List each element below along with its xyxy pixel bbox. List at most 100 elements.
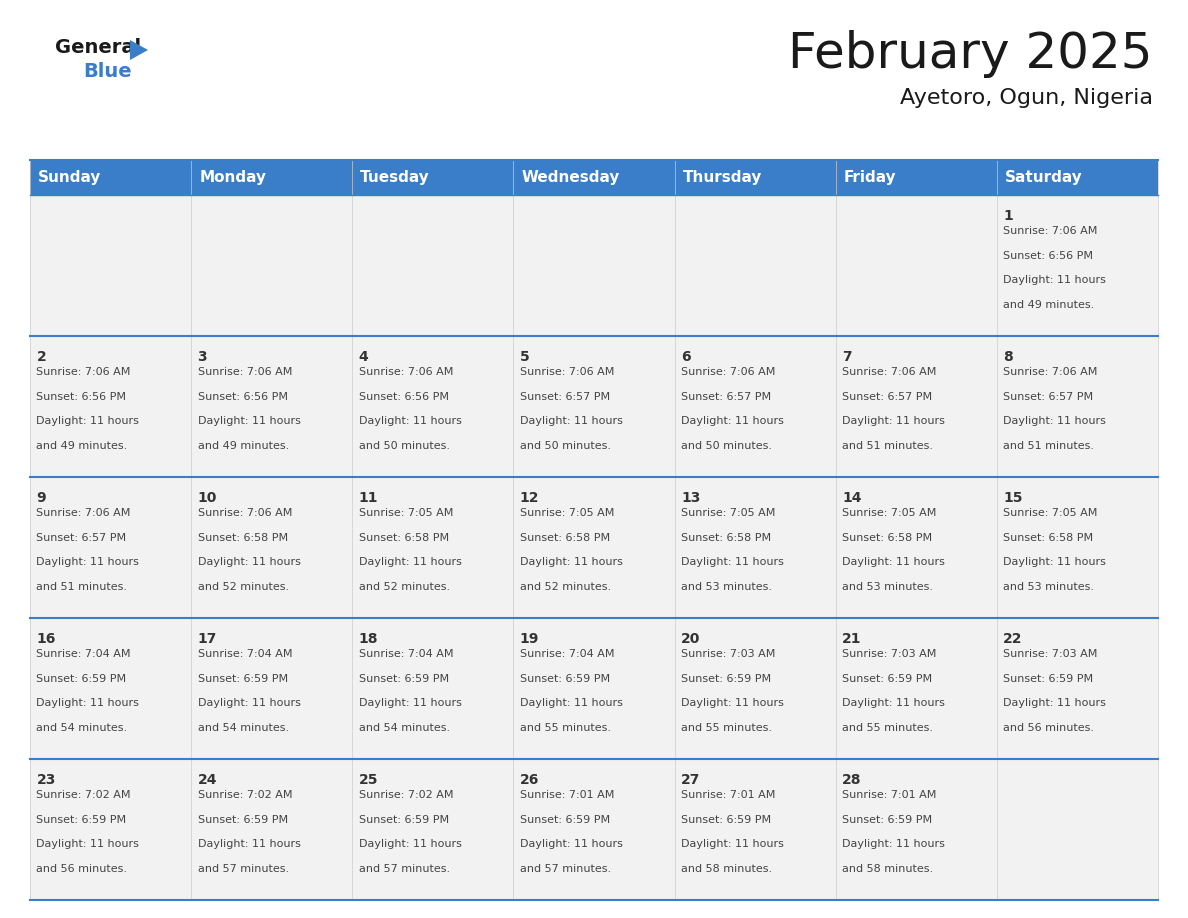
Text: 10: 10 bbox=[197, 491, 217, 505]
Bar bbox=[997, 477, 1158, 618]
Text: and 52 minutes.: and 52 minutes. bbox=[197, 582, 289, 592]
Text: 17: 17 bbox=[197, 633, 217, 646]
Bar bbox=[30, 336, 191, 477]
Bar bbox=[191, 195, 353, 336]
Bar bbox=[675, 759, 835, 900]
Bar bbox=[675, 336, 835, 477]
Text: Sunrise: 7:04 AM: Sunrise: 7:04 AM bbox=[520, 649, 614, 659]
Text: Daylight: 11 hours: Daylight: 11 hours bbox=[359, 839, 462, 849]
Bar bbox=[353, 160, 513, 195]
Text: 5: 5 bbox=[520, 350, 530, 364]
Text: Sunrise: 7:05 AM: Sunrise: 7:05 AM bbox=[681, 508, 776, 518]
Text: Blue: Blue bbox=[83, 62, 132, 81]
Text: Sunrise: 7:06 AM: Sunrise: 7:06 AM bbox=[197, 508, 292, 518]
Text: and 54 minutes.: and 54 minutes. bbox=[359, 723, 450, 733]
Text: Sunrise: 7:06 AM: Sunrise: 7:06 AM bbox=[1004, 367, 1098, 377]
Text: and 54 minutes.: and 54 minutes. bbox=[37, 723, 127, 733]
Text: Sunrise: 7:06 AM: Sunrise: 7:06 AM bbox=[37, 508, 131, 518]
Text: Daylight: 11 hours: Daylight: 11 hours bbox=[520, 557, 623, 567]
Text: 22: 22 bbox=[1004, 633, 1023, 646]
Text: and 51 minutes.: and 51 minutes. bbox=[37, 582, 127, 592]
Text: Sunrise: 7:02 AM: Sunrise: 7:02 AM bbox=[197, 790, 292, 800]
Bar bbox=[675, 195, 835, 336]
Bar bbox=[513, 160, 675, 195]
Text: Sunset: 6:56 PM: Sunset: 6:56 PM bbox=[359, 392, 449, 402]
Bar bbox=[30, 477, 191, 618]
Text: Sunset: 6:59 PM: Sunset: 6:59 PM bbox=[520, 674, 609, 684]
Bar bbox=[191, 477, 353, 618]
Text: Sunrise: 7:01 AM: Sunrise: 7:01 AM bbox=[842, 790, 936, 800]
Text: Thursday: Thursday bbox=[683, 170, 762, 185]
Bar bbox=[835, 336, 997, 477]
Bar bbox=[191, 618, 353, 759]
Text: Sunset: 6:59 PM: Sunset: 6:59 PM bbox=[37, 674, 127, 684]
Text: Sunset: 6:58 PM: Sunset: 6:58 PM bbox=[681, 532, 771, 543]
Text: 12: 12 bbox=[520, 491, 539, 505]
Text: Daylight: 11 hours: Daylight: 11 hours bbox=[842, 557, 944, 567]
Text: Sunrise: 7:04 AM: Sunrise: 7:04 AM bbox=[37, 649, 131, 659]
Text: Sunrise: 7:04 AM: Sunrise: 7:04 AM bbox=[197, 649, 292, 659]
Text: Daylight: 11 hours: Daylight: 11 hours bbox=[681, 557, 784, 567]
Bar bbox=[353, 195, 513, 336]
Text: and 56 minutes.: and 56 minutes. bbox=[1004, 723, 1094, 733]
Bar bbox=[513, 759, 675, 900]
Text: Sunset: 6:58 PM: Sunset: 6:58 PM bbox=[520, 532, 609, 543]
Bar bbox=[513, 477, 675, 618]
Text: Sunrise: 7:05 AM: Sunrise: 7:05 AM bbox=[1004, 508, 1098, 518]
Text: Sunset: 6:58 PM: Sunset: 6:58 PM bbox=[359, 532, 449, 543]
Text: 16: 16 bbox=[37, 633, 56, 646]
Text: Sunset: 6:59 PM: Sunset: 6:59 PM bbox=[359, 814, 449, 824]
Text: and 52 minutes.: and 52 minutes. bbox=[520, 582, 611, 592]
Text: Daylight: 11 hours: Daylight: 11 hours bbox=[197, 417, 301, 426]
Text: 26: 26 bbox=[520, 773, 539, 787]
Bar bbox=[513, 618, 675, 759]
Text: Daylight: 11 hours: Daylight: 11 hours bbox=[842, 839, 944, 849]
Text: Daylight: 11 hours: Daylight: 11 hours bbox=[197, 839, 301, 849]
Text: 23: 23 bbox=[37, 773, 56, 787]
Text: Daylight: 11 hours: Daylight: 11 hours bbox=[520, 417, 623, 426]
Text: and 49 minutes.: and 49 minutes. bbox=[37, 441, 127, 451]
Text: Sunset: 6:59 PM: Sunset: 6:59 PM bbox=[842, 674, 933, 684]
Text: 8: 8 bbox=[1004, 350, 1013, 364]
Text: and 55 minutes.: and 55 minutes. bbox=[681, 723, 772, 733]
Text: and 51 minutes.: and 51 minutes. bbox=[842, 441, 933, 451]
Text: 13: 13 bbox=[681, 491, 701, 505]
Bar bbox=[191, 759, 353, 900]
Text: Sunset: 6:58 PM: Sunset: 6:58 PM bbox=[197, 532, 287, 543]
Text: and 51 minutes.: and 51 minutes. bbox=[1004, 441, 1094, 451]
Text: Daylight: 11 hours: Daylight: 11 hours bbox=[681, 699, 784, 709]
Text: Daylight: 11 hours: Daylight: 11 hours bbox=[520, 839, 623, 849]
Text: Sunset: 6:57 PM: Sunset: 6:57 PM bbox=[681, 392, 771, 402]
Text: 21: 21 bbox=[842, 633, 861, 646]
Text: General: General bbox=[55, 38, 141, 57]
Text: 27: 27 bbox=[681, 773, 701, 787]
Text: and 50 minutes.: and 50 minutes. bbox=[681, 441, 772, 451]
Text: Daylight: 11 hours: Daylight: 11 hours bbox=[359, 699, 462, 709]
Bar bbox=[997, 336, 1158, 477]
Text: Daylight: 11 hours: Daylight: 11 hours bbox=[842, 699, 944, 709]
Text: Sunrise: 7:05 AM: Sunrise: 7:05 AM bbox=[359, 508, 453, 518]
Text: Daylight: 11 hours: Daylight: 11 hours bbox=[681, 417, 784, 426]
Text: Sunset: 6:56 PM: Sunset: 6:56 PM bbox=[197, 392, 287, 402]
Text: Sunrise: 7:06 AM: Sunrise: 7:06 AM bbox=[359, 367, 453, 377]
Text: 24: 24 bbox=[197, 773, 217, 787]
Bar bbox=[30, 195, 191, 336]
Text: Ayetoro, Ogun, Nigeria: Ayetoro, Ogun, Nigeria bbox=[901, 88, 1154, 108]
Text: Sunday: Sunday bbox=[38, 170, 101, 185]
Text: and 55 minutes.: and 55 minutes. bbox=[842, 723, 933, 733]
Text: February 2025: February 2025 bbox=[789, 30, 1154, 78]
Text: and 57 minutes.: and 57 minutes. bbox=[520, 864, 611, 874]
Text: Daylight: 11 hours: Daylight: 11 hours bbox=[197, 699, 301, 709]
Bar bbox=[997, 759, 1158, 900]
Text: Daylight: 11 hours: Daylight: 11 hours bbox=[1004, 699, 1106, 709]
Text: Daylight: 11 hours: Daylight: 11 hours bbox=[1004, 557, 1106, 567]
Text: 15: 15 bbox=[1004, 491, 1023, 505]
Text: Sunset: 6:57 PM: Sunset: 6:57 PM bbox=[1004, 392, 1093, 402]
Text: Wednesday: Wednesday bbox=[522, 170, 620, 185]
Text: Sunrise: 7:02 AM: Sunrise: 7:02 AM bbox=[37, 790, 131, 800]
Bar bbox=[997, 195, 1158, 336]
Text: and 55 minutes.: and 55 minutes. bbox=[520, 723, 611, 733]
Text: Sunrise: 7:03 AM: Sunrise: 7:03 AM bbox=[842, 649, 936, 659]
Text: Sunset: 6:57 PM: Sunset: 6:57 PM bbox=[37, 532, 127, 543]
Bar bbox=[353, 618, 513, 759]
